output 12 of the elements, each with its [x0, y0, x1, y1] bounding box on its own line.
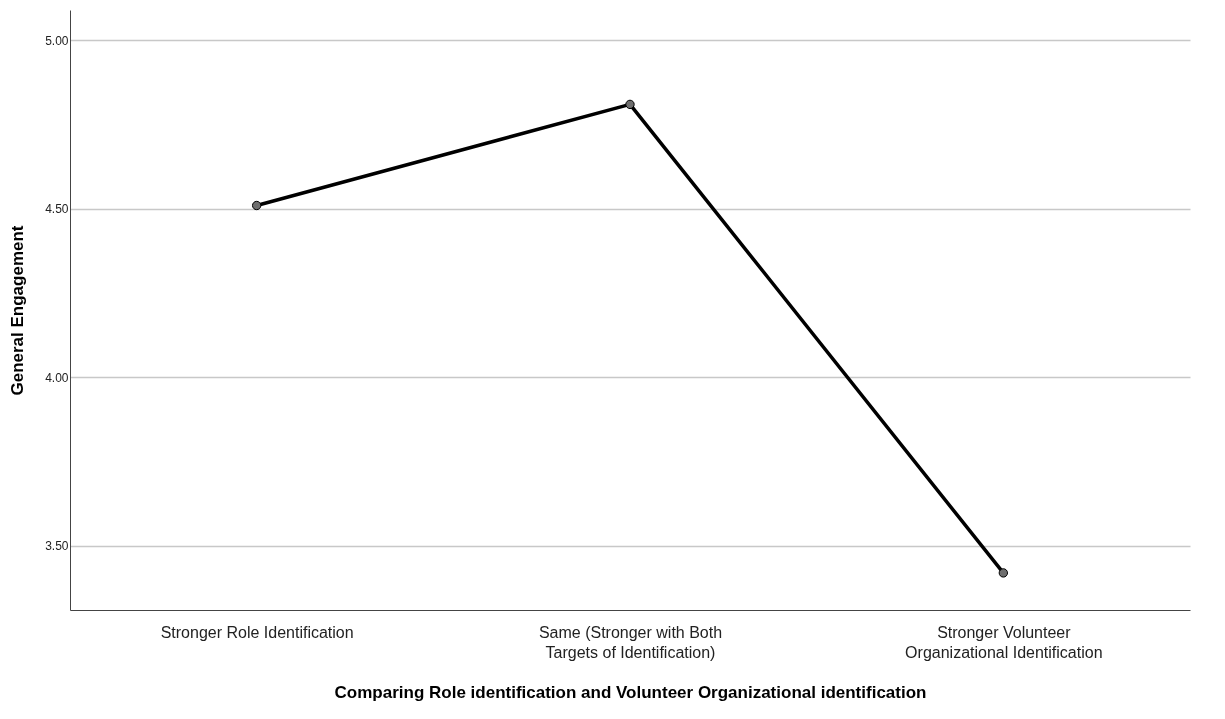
point	[998, 568, 1009, 578]
x-tick-label: Stronger Role Identification	[160, 623, 354, 641]
x-tick-label: Stronger Volunteer Organizational Identification	[905, 623, 1103, 661]
y-tick-label: 4.50	[45, 202, 69, 217]
x-axis-title: Comparing Role identification and Volunteer Organizational identification	[334, 682, 927, 702]
y-tick-label: 4.00	[45, 370, 69, 385]
x-tick-label: Same (Stronger with Both Targets of Identification)	[538, 623, 723, 661]
y-axis-title: General Engagement	[8, 225, 28, 396]
point	[251, 200, 262, 211]
y-tick-label: 5.00	[45, 33, 69, 48]
point	[625, 99, 635, 110]
y-tick-label: 3.50	[45, 539, 69, 554]
